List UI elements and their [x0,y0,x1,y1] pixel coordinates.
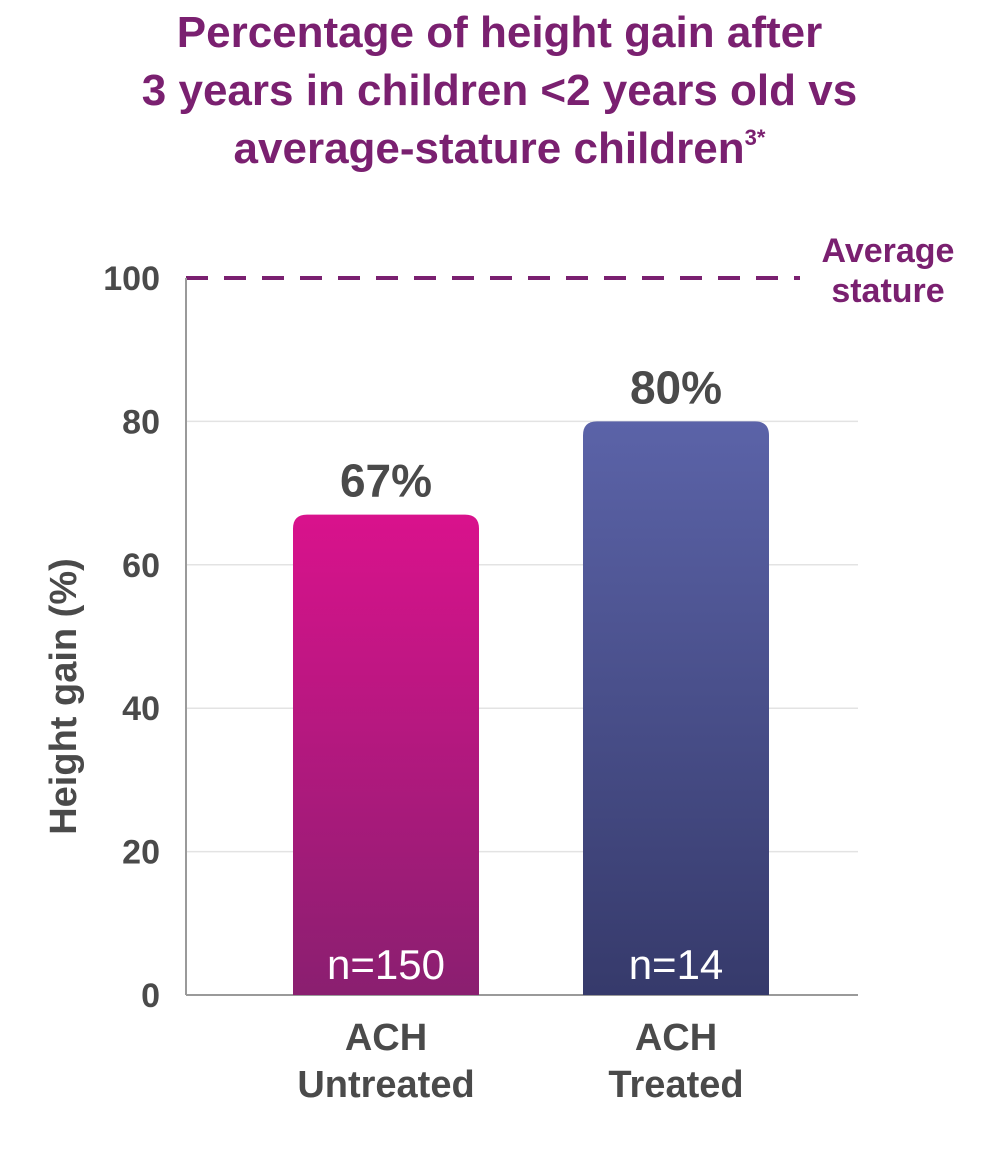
chart-title-line-3-text: average-stature children [233,124,745,173]
chart-title-line-1: Percentage of height gain after [176,8,823,57]
x-tick-label: Treated [608,1064,743,1106]
chart-title-line-3: average-stature children3* [0,120,999,178]
data-label: 80% [630,361,722,413]
x-tick-label: Untreated [297,1064,474,1106]
y-tick-label: 60 [122,547,160,585]
y-axis-label: Height gain (%) [43,558,85,835]
data-label: 67% [340,455,432,507]
title-superscript: 3* [744,125,766,150]
bar [583,421,769,995]
reference-line-label: Average [822,232,955,270]
bar [293,514,479,995]
sample-size-label: n=150 [327,941,445,988]
chart-title: Percentage of height gain after 3 years … [0,4,999,178]
y-tick-label: 80 [122,403,160,441]
x-tick-label: ACH [345,1017,427,1059]
sample-size-label: n=14 [629,941,724,988]
y-tick-label: 20 [122,834,160,872]
x-tick-label: ACH [635,1017,717,1059]
y-tick-label: 40 [122,690,160,728]
chart-title-line-2: 3 years in children <2 years old vs [141,66,858,115]
reference-line-label: stature [831,272,944,310]
y-tick-label: 100 [103,260,160,298]
y-tick-label: 0 [141,977,160,1015]
